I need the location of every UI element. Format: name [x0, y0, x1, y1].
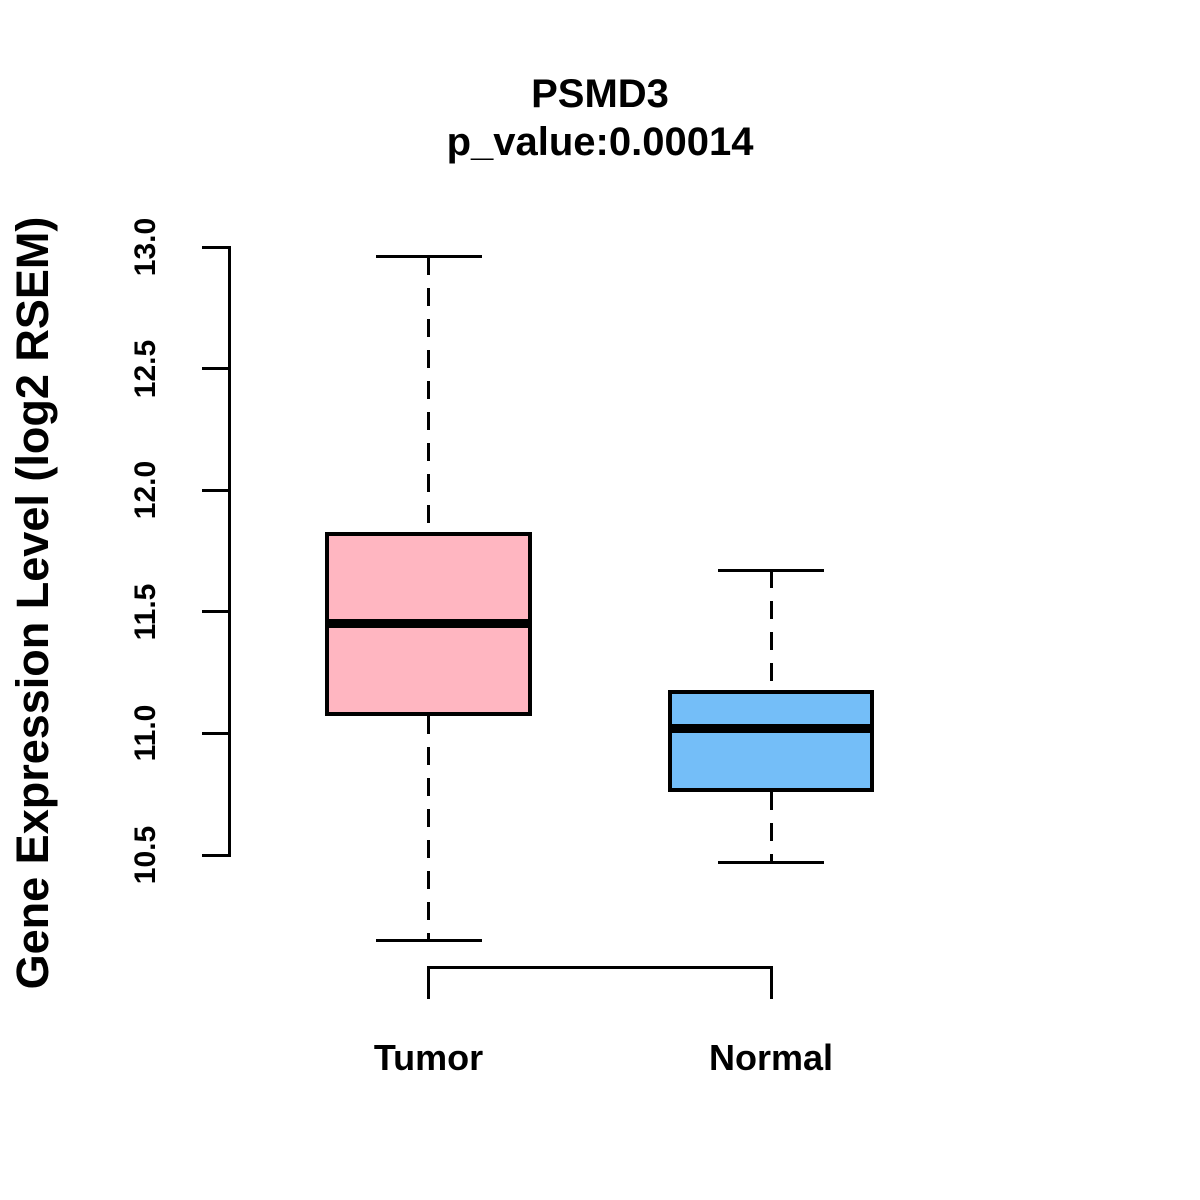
y-axis-tick	[202, 488, 229, 492]
y-axis-tick	[202, 367, 229, 371]
y-axis-tick	[202, 245, 229, 249]
median-tumor	[325, 619, 532, 629]
y-axis-label: Gene Expression Level (log2 RSEM)	[7, 216, 58, 990]
box-normal	[668, 689, 874, 792]
whisker-lower-normal	[769, 791, 773, 863]
y-axis-tick	[202, 853, 229, 857]
x-axis-tick-tumor	[427, 967, 430, 999]
y-axis-line	[227, 245, 231, 857]
y-tick-label: 12.0	[129, 460, 162, 520]
y-axis-tick	[202, 731, 229, 735]
y-tick-label: 13.0	[129, 217, 162, 277]
x-axis-tick-normal	[769, 967, 773, 999]
chart-title: PSMD3	[531, 72, 669, 116]
x-axis-line	[427, 965, 773, 969]
y-axis-tick	[202, 610, 229, 614]
whisker-cap-upper-normal	[718, 568, 824, 572]
whisker-cap-lower-normal	[718, 860, 824, 864]
y-tick-label: 11.0	[129, 705, 162, 762]
y-tick-label: 12.5	[129, 339, 162, 398]
x-label-normal: Normal	[708, 1037, 834, 1078]
whisker-cap-upper-tumor	[375, 255, 482, 259]
y-tick-label: 11.5	[129, 583, 162, 641]
y-tick-label: 10.5	[129, 825, 162, 885]
chart-subtitle: p_value:0.00014	[446, 120, 754, 164]
whisker-cap-lower-tumor	[375, 938, 482, 942]
whisker-lower-tumor	[427, 716, 430, 941]
whisker-upper-tumor	[427, 256, 430, 532]
median-normal	[668, 724, 874, 734]
whisker-upper-normal	[769, 570, 773, 690]
x-label-tumor: Tumor	[373, 1037, 484, 1078]
